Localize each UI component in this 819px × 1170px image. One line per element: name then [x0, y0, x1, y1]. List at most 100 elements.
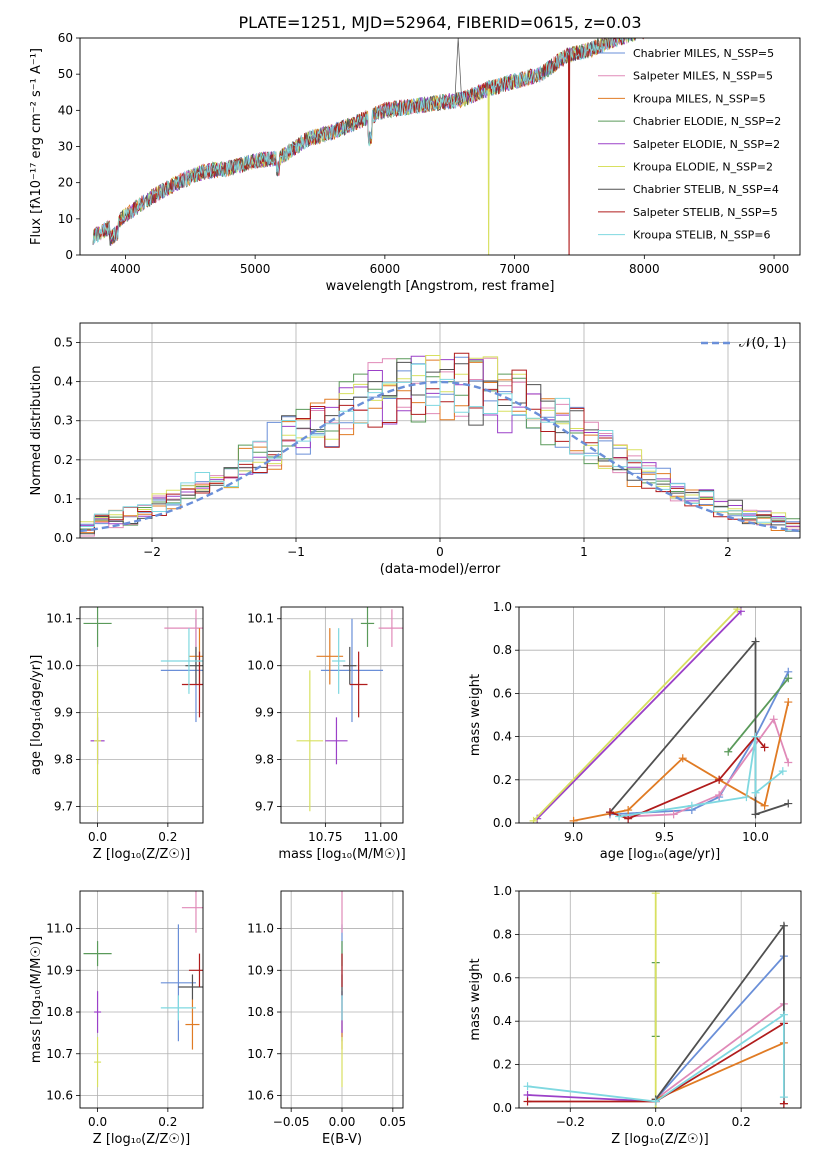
age-vs-z-xtick-label: 0.0	[88, 830, 107, 844]
spectrum-legend-label-5: Kroupa ELODIE, N_SSP=2	[633, 161, 773, 174]
mass-weight-vs-age-series-8-marker-1	[687, 801, 696, 810]
age-vs-mass-ytick-label: 9.8	[255, 753, 274, 767]
spectrum-ytick-label: 10	[58, 212, 73, 226]
mass-vs-ebv-xtick-label: −0.05	[273, 1115, 310, 1129]
age-vs-mass-ytick-label: 9.9	[255, 706, 274, 720]
mass-vs-z-axes: 0.0 0.2 10.6 10.7 10.8 10.9 11.0 Z [log₁₀(Z/Z☉)…	[29, 891, 203, 1147]
mass-weight-vs-age-series-3	[727, 677, 789, 753]
spectrum-legend-label-6: Chabrier STELIB, N_SSP=4	[633, 183, 779, 196]
mass-weight-vs-z-ytick-label: 0.0	[493, 1101, 512, 1115]
mass-weight-vs-z-series-6-marker-1	[779, 921, 788, 930]
mass-weight-vs-z-ytick-label: 0.6	[493, 971, 512, 985]
residuals-frame	[79, 322, 801, 539]
mass-vs-ebv-xtick-label: 0.05	[379, 1115, 406, 1129]
mass-weight-vs-age-series-8-marker-2	[742, 793, 751, 802]
mass-weight-vs-age-series-1-marker-4	[784, 758, 793, 767]
residuals-ylabel: Normed distribution	[29, 366, 44, 496]
mass-weight-vs-age-series-5-marker-1	[733, 607, 742, 614]
mass-vs-z-ytick-label: 10.9	[46, 963, 73, 977]
mass-weight-vs-age-series-2-marker-2	[678, 754, 687, 763]
mass-vs-ebv-ytick-label: 11.0	[247, 922, 274, 936]
mass-weight-vs-z-series-8-marker-3	[779, 1093, 788, 1102]
mass-vs-z-plot-area	[83, 891, 203, 1088]
age-vs-mass-xtick-label: 10.75	[308, 830, 342, 844]
spectrum-ylabel: Flux [fλ10⁻¹⁷ erg cm⁻² s⁻¹ A⁻¹]	[29, 48, 44, 245]
mass-weight-vs-z-xtick-label: 0.2	[732, 1115, 751, 1129]
mass-vs-ebv-xlabel: E(B-V)	[322, 1132, 362, 1147]
spectrum-legend-label-3: Chabrier ELODIE, N_SSP=2	[633, 115, 781, 128]
mass-weight-vs-age-series-8-marker-4	[751, 788, 760, 797]
mass-weight-vs-age-series-3-marker-0	[724, 747, 733, 756]
spectrum-ytick-label: 50	[58, 67, 73, 81]
mass-vs-z-xlabel: Z [log₁₀(Z/Z☉)]	[93, 1132, 190, 1147]
mass-weight-vs-z-series-7-marker-0	[523, 1097, 532, 1106]
mass-weight-vs-age-series-2	[573, 701, 790, 822]
age-vs-z-frame	[79, 606, 204, 824]
age-vs-mass-xtick-label: 11.00	[364, 830, 398, 844]
spectrum-dip-1	[568, 55, 571, 255]
spectrum-xtick-label: 7000	[499, 262, 530, 276]
residuals-ytick-label: 0.2	[54, 453, 73, 467]
mass-weight-vs-z-series-4	[527, 1094, 656, 1103]
mass-weight-vs-z-xtick-label: 0.0	[646, 1115, 665, 1129]
mass-weight-vs-z-frame	[518, 890, 802, 1109]
spectrum-legend-label-8: Kroupa STELIB, N_SSP=6	[633, 229, 771, 242]
spectrum-halpha-spike	[454, 38, 462, 100]
mass-weight-vs-age-series-2-marker-1	[624, 806, 633, 815]
mass-weight-vs-z-series-0	[655, 955, 785, 1100]
spectrum-legend-label-0: Chabrier MILES, N_SSP=5	[633, 47, 774, 60]
mass-weight-vs-age-series-1-marker-1	[669, 810, 678, 819]
mass-weight-vs-age-ytick-label: 0.4	[493, 730, 512, 744]
mass-weight-vs-z-series-1	[655, 1003, 785, 1101]
figure-title: PLATE=1251, MJD=52964, FIBERID=0615, z=0…	[238, 13, 641, 32]
mass-weight-vs-age-xtick-label: 9.5	[655, 830, 674, 844]
age-vs-mass-ytick-label: 10.1	[247, 612, 274, 626]
age-vs-mass-ytick-label: 9.7	[255, 800, 274, 814]
mass-weight-vs-age-xlabel: age [log₁₀(age/yr)]	[600, 847, 721, 862]
age-vs-z-axes: 0.0 0.2 9.7 9.8 9.9 10.0 10.1 Z [log₁₀(Z/Z☉)] ag…	[29, 607, 203, 862]
mass-vs-z-xtick-label: 0.2	[158, 1115, 177, 1129]
mass-vs-z-ytick-label: 10.6	[46, 1088, 73, 1102]
mass-weight-vs-age-ytick-label: 1.0	[493, 600, 512, 614]
spectrum-dip-0	[487, 88, 490, 255]
age-vs-z-ytick-label: 9.7	[54, 800, 73, 814]
mass-weight-vs-age-series-4	[536, 610, 742, 820]
age-vs-mass-xlabel: mass [log₁₀(M/M☉)]	[278, 847, 405, 862]
mass-vs-ebv-axes: −0.05 0.00 0.05 10.6 10.7 10.8 10.9 11.0 E(B-V)	[247, 891, 406, 1147]
age-vs-mass-frame	[280, 606, 404, 824]
residuals-ytick-label: 0.4	[54, 375, 73, 389]
residuals-ytick-label: 0.3	[54, 414, 73, 428]
residuals-xlabel: (data-model)/error	[380, 562, 501, 577]
mass-weight-vs-age-series-6	[609, 639, 789, 816]
residuals-xtick-label: 0	[436, 545, 444, 559]
mass-weight-vs-z-xtick-label: −0.2	[556, 1115, 585, 1129]
age-vs-mass-axes: 10.75 11.00 9.7 9.8 9.9 10.0 10.1 mass [log₁₀(M…	[247, 607, 406, 862]
mass-weight-vs-z-series-5-marker-1	[651, 891, 660, 898]
mass-weight-vs-z-ytick-label: 0.4	[493, 1014, 512, 1028]
mass-vs-ebv-ytick-label: 10.6	[247, 1088, 274, 1102]
mass-weight-vs-age-series-6-marker-3	[784, 799, 793, 808]
mass-weight-vs-z-series-8-marker-2	[779, 1010, 788, 1019]
mass-vs-ebv-ytick-label: 10.8	[247, 1005, 274, 1019]
mass-weight-vs-z-ytick-label: 1.0	[493, 884, 512, 898]
mass-weight-vs-z-series-8-marker-1	[651, 1097, 660, 1106]
mass-weight-vs-age-ytick-label: 0.8	[493, 643, 512, 657]
mass-weight-vs-age-series-8-marker-5	[778, 767, 787, 776]
spectrum-series-8	[92, 38, 640, 245]
mass-weight-vs-age-series-5	[532, 608, 738, 822]
mass-weight-vs-z-ylabel: mass weight	[468, 958, 483, 1040]
spectrum-legend-label-7: Salpeter STELIB, N_SSP=5	[633, 206, 778, 219]
mass-weight-vs-z-plot-area	[523, 891, 788, 1108]
age-vs-mass-plot-area	[296, 607, 403, 812]
mass-weight-vs-age-series-7-marker-0	[605, 808, 614, 817]
mass-vs-z-ylabel: mass [log₁₀(M/M☉)]	[29, 936, 44, 1063]
spectrum-legend: Chabrier MILES, N_SSP=5 Salpeter MILES, N…	[598, 47, 781, 242]
mass-weight-vs-age-series-7-marker-2	[715, 775, 724, 784]
spectrum-xtick-label: 8000	[629, 262, 660, 276]
age-vs-z-plot-area	[83, 607, 203, 812]
residuals-hist-6	[80, 361, 800, 535]
spectrum-legend-label-1: Salpeter MILES, N_SSP=5	[633, 70, 773, 83]
residuals-legend-label: 𝒩(0, 1)	[739, 336, 786, 351]
mass-vs-ebv-ytick-label: 10.9	[247, 963, 274, 977]
mass-vs-ebv-xtick-label: 0.00	[329, 1115, 356, 1129]
